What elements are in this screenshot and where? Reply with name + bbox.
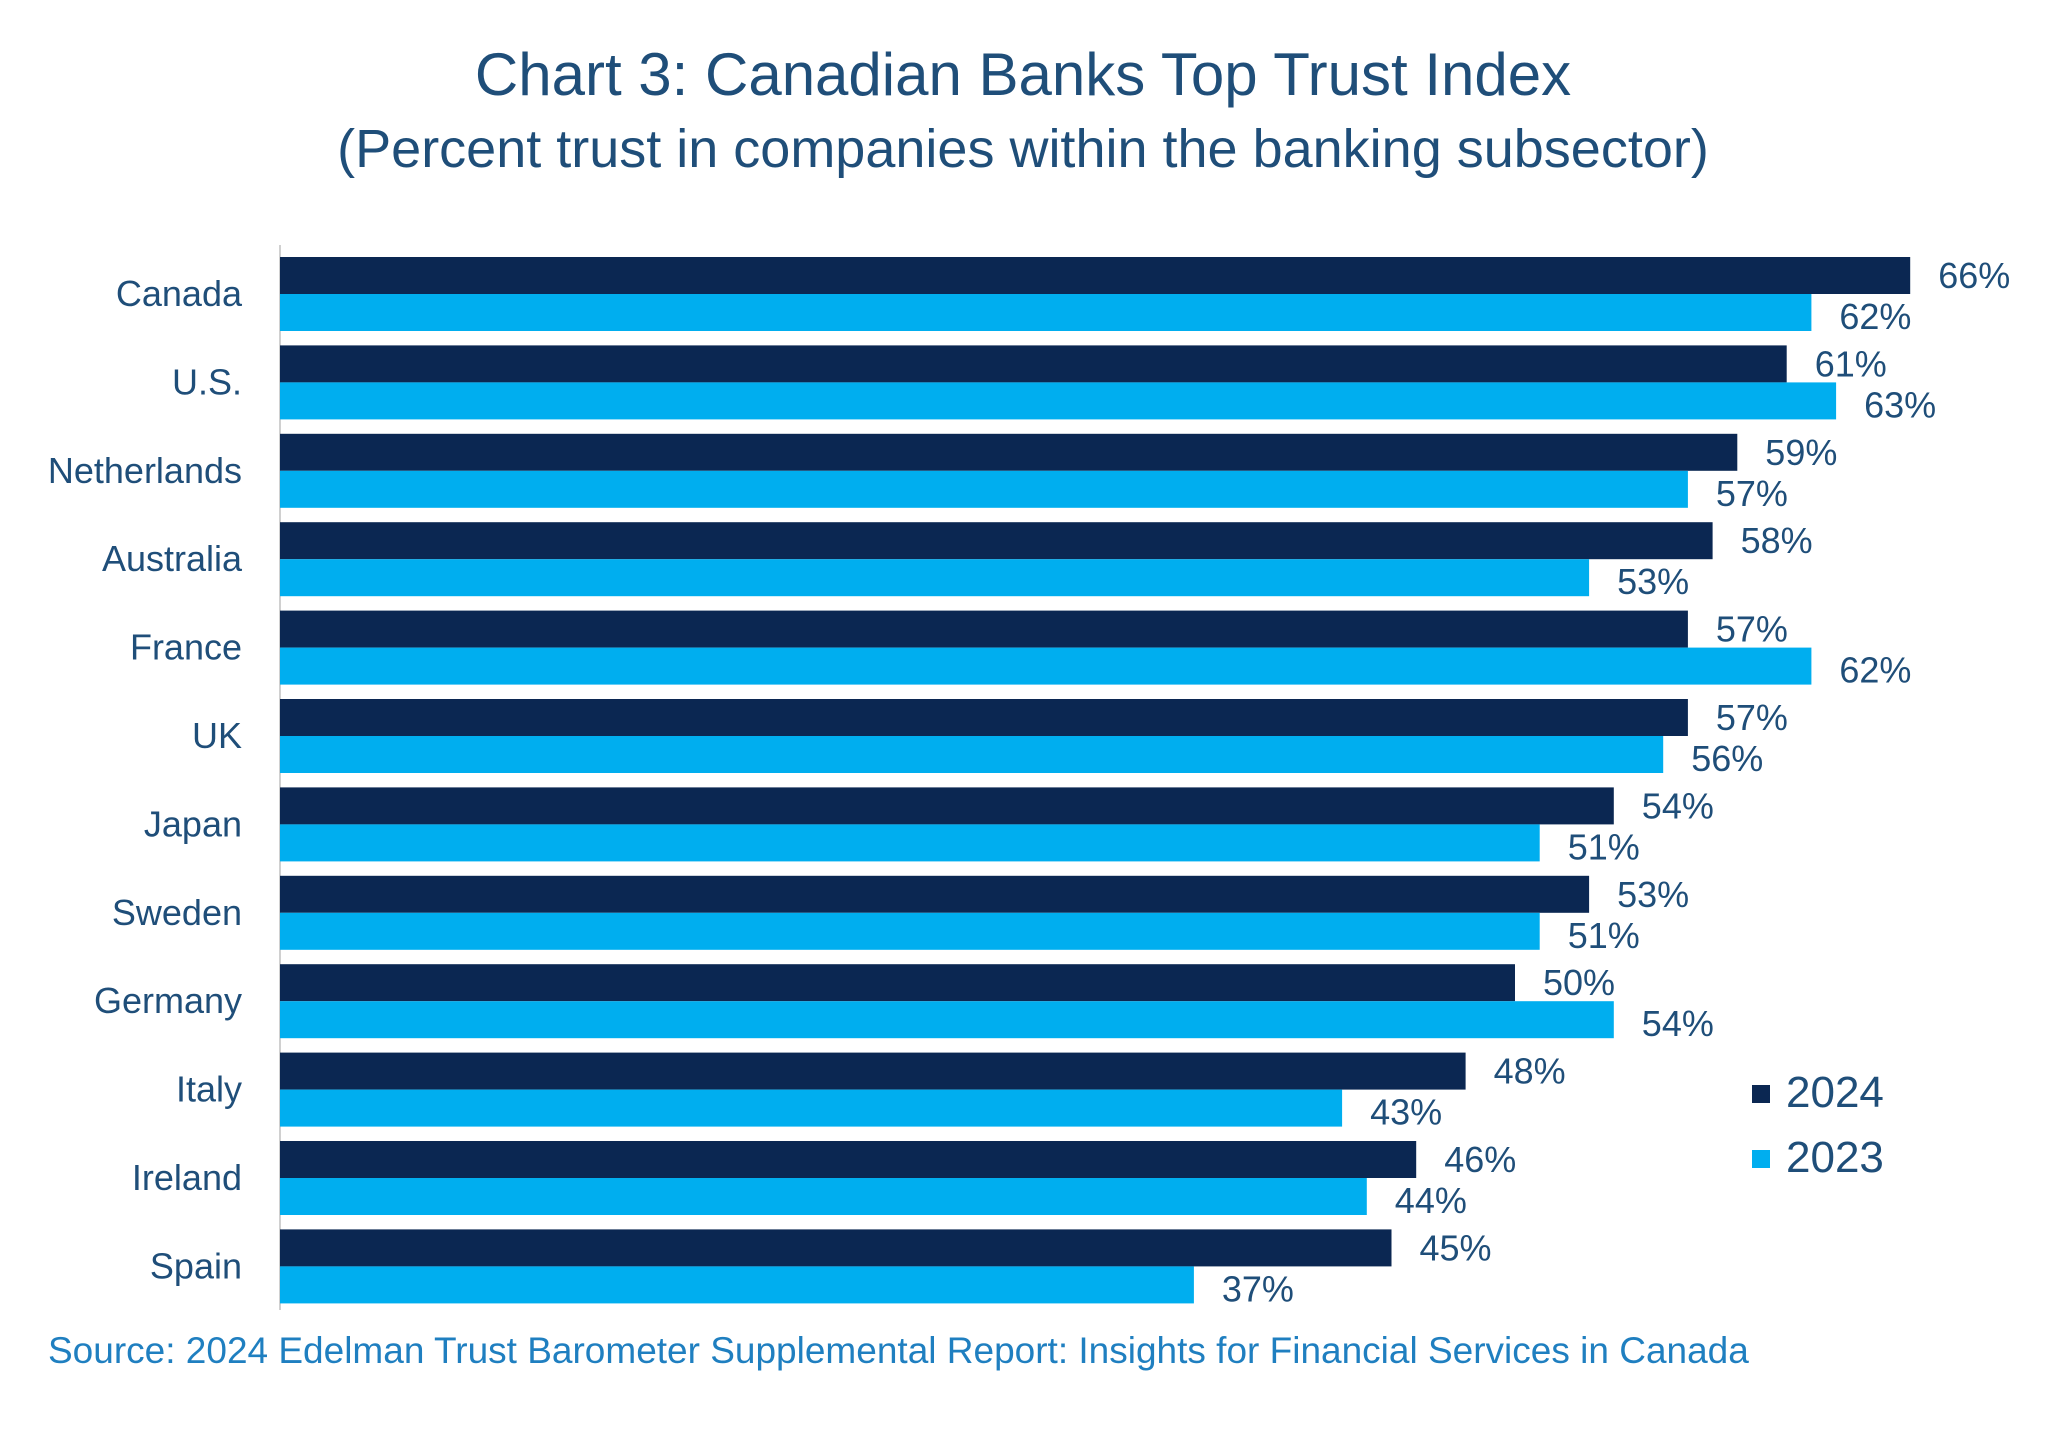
category-label: Canada (116, 273, 243, 314)
data-label: 51% (1568, 826, 1640, 867)
bar-2023 (280, 1089, 1343, 1127)
bar-2024 (280, 964, 1515, 1002)
bar-2023 (280, 1266, 1194, 1304)
category-label: Spain (150, 1245, 242, 1286)
bar-2023 (280, 559, 1590, 597)
chart-title: Chart 3: Canadian Banks Top Trust Index (474, 41, 1572, 108)
data-label: 46% (1444, 1139, 1516, 1180)
data-label: 53% (1617, 561, 1689, 602)
data-label: 56% (1691, 738, 1763, 779)
source-note: Source: 2024 Edelman Trust Barometer Sup… (48, 1330, 1749, 1371)
category-label: Germany (94, 980, 242, 1021)
bar-2024 (280, 610, 1688, 648)
bar-2024 (280, 257, 1911, 294)
legend-swatch-2023 (1752, 1150, 1770, 1168)
data-label: 58% (1741, 520, 1813, 561)
category-label: UK (192, 715, 242, 756)
bar-2024 (280, 1052, 1466, 1090)
legend-label: 2023 (1786, 1133, 1884, 1182)
legend-label: 2024 (1786, 1068, 1884, 1117)
data-label: 37% (1222, 1268, 1294, 1309)
category-label: Sweden (112, 892, 242, 933)
bar-2024 (280, 345, 1787, 383)
data-label: 61% (1815, 343, 1887, 384)
bar-2023 (280, 912, 1540, 950)
bar-2023 (280, 294, 1812, 331)
category-label: Japan (144, 803, 242, 844)
data-label: 54% (1642, 1003, 1714, 1044)
bar-2024 (280, 699, 1688, 736)
category-label: Ireland (132, 1157, 242, 1198)
data-label: 63% (1864, 384, 1936, 425)
bar-2023 (280, 1001, 1614, 1039)
bar-2023 (280, 470, 1688, 508)
bar-2024 (280, 433, 1738, 471)
category-label: U.S. (172, 361, 242, 402)
bar-2023 (280, 1178, 1367, 1215)
bar-2023 (280, 824, 1540, 862)
bar-2024 (280, 522, 1713, 560)
data-label: 44% (1395, 1180, 1467, 1221)
bar-2024 (280, 1229, 1392, 1267)
data-label: 62% (1839, 296, 1911, 337)
data-label: 50% (1543, 962, 1615, 1003)
data-label: 57% (1716, 697, 1788, 738)
data-label: 51% (1568, 915, 1640, 956)
data-label: 66% (1938, 255, 2010, 296)
bar-2023 (280, 382, 1837, 420)
bar-2023 (280, 647, 1812, 685)
bar-2024 (280, 787, 1614, 825)
data-label: 48% (1494, 1051, 1566, 1092)
bar-2024 (280, 875, 1590, 913)
data-label: 43% (1370, 1092, 1442, 1133)
category-label: Netherlands (48, 450, 242, 491)
data-label: 62% (1839, 650, 1911, 691)
data-label: 53% (1617, 874, 1689, 915)
data-label: 45% (1420, 1227, 1492, 1268)
category-label: France (130, 627, 242, 668)
legend-swatch-2024 (1752, 1085, 1770, 1103)
category-label: Italy (176, 1069, 242, 1110)
bar-2024 (280, 1141, 1417, 1178)
chart-subtitle: (Percent trust in companies within the b… (337, 119, 1709, 179)
bar-2023 (280, 736, 1664, 773)
data-label: 54% (1642, 785, 1714, 826)
data-label: 57% (1716, 473, 1788, 514)
category-label: Australia (102, 538, 243, 579)
data-label: 59% (1765, 432, 1837, 473)
data-label: 57% (1716, 609, 1788, 650)
